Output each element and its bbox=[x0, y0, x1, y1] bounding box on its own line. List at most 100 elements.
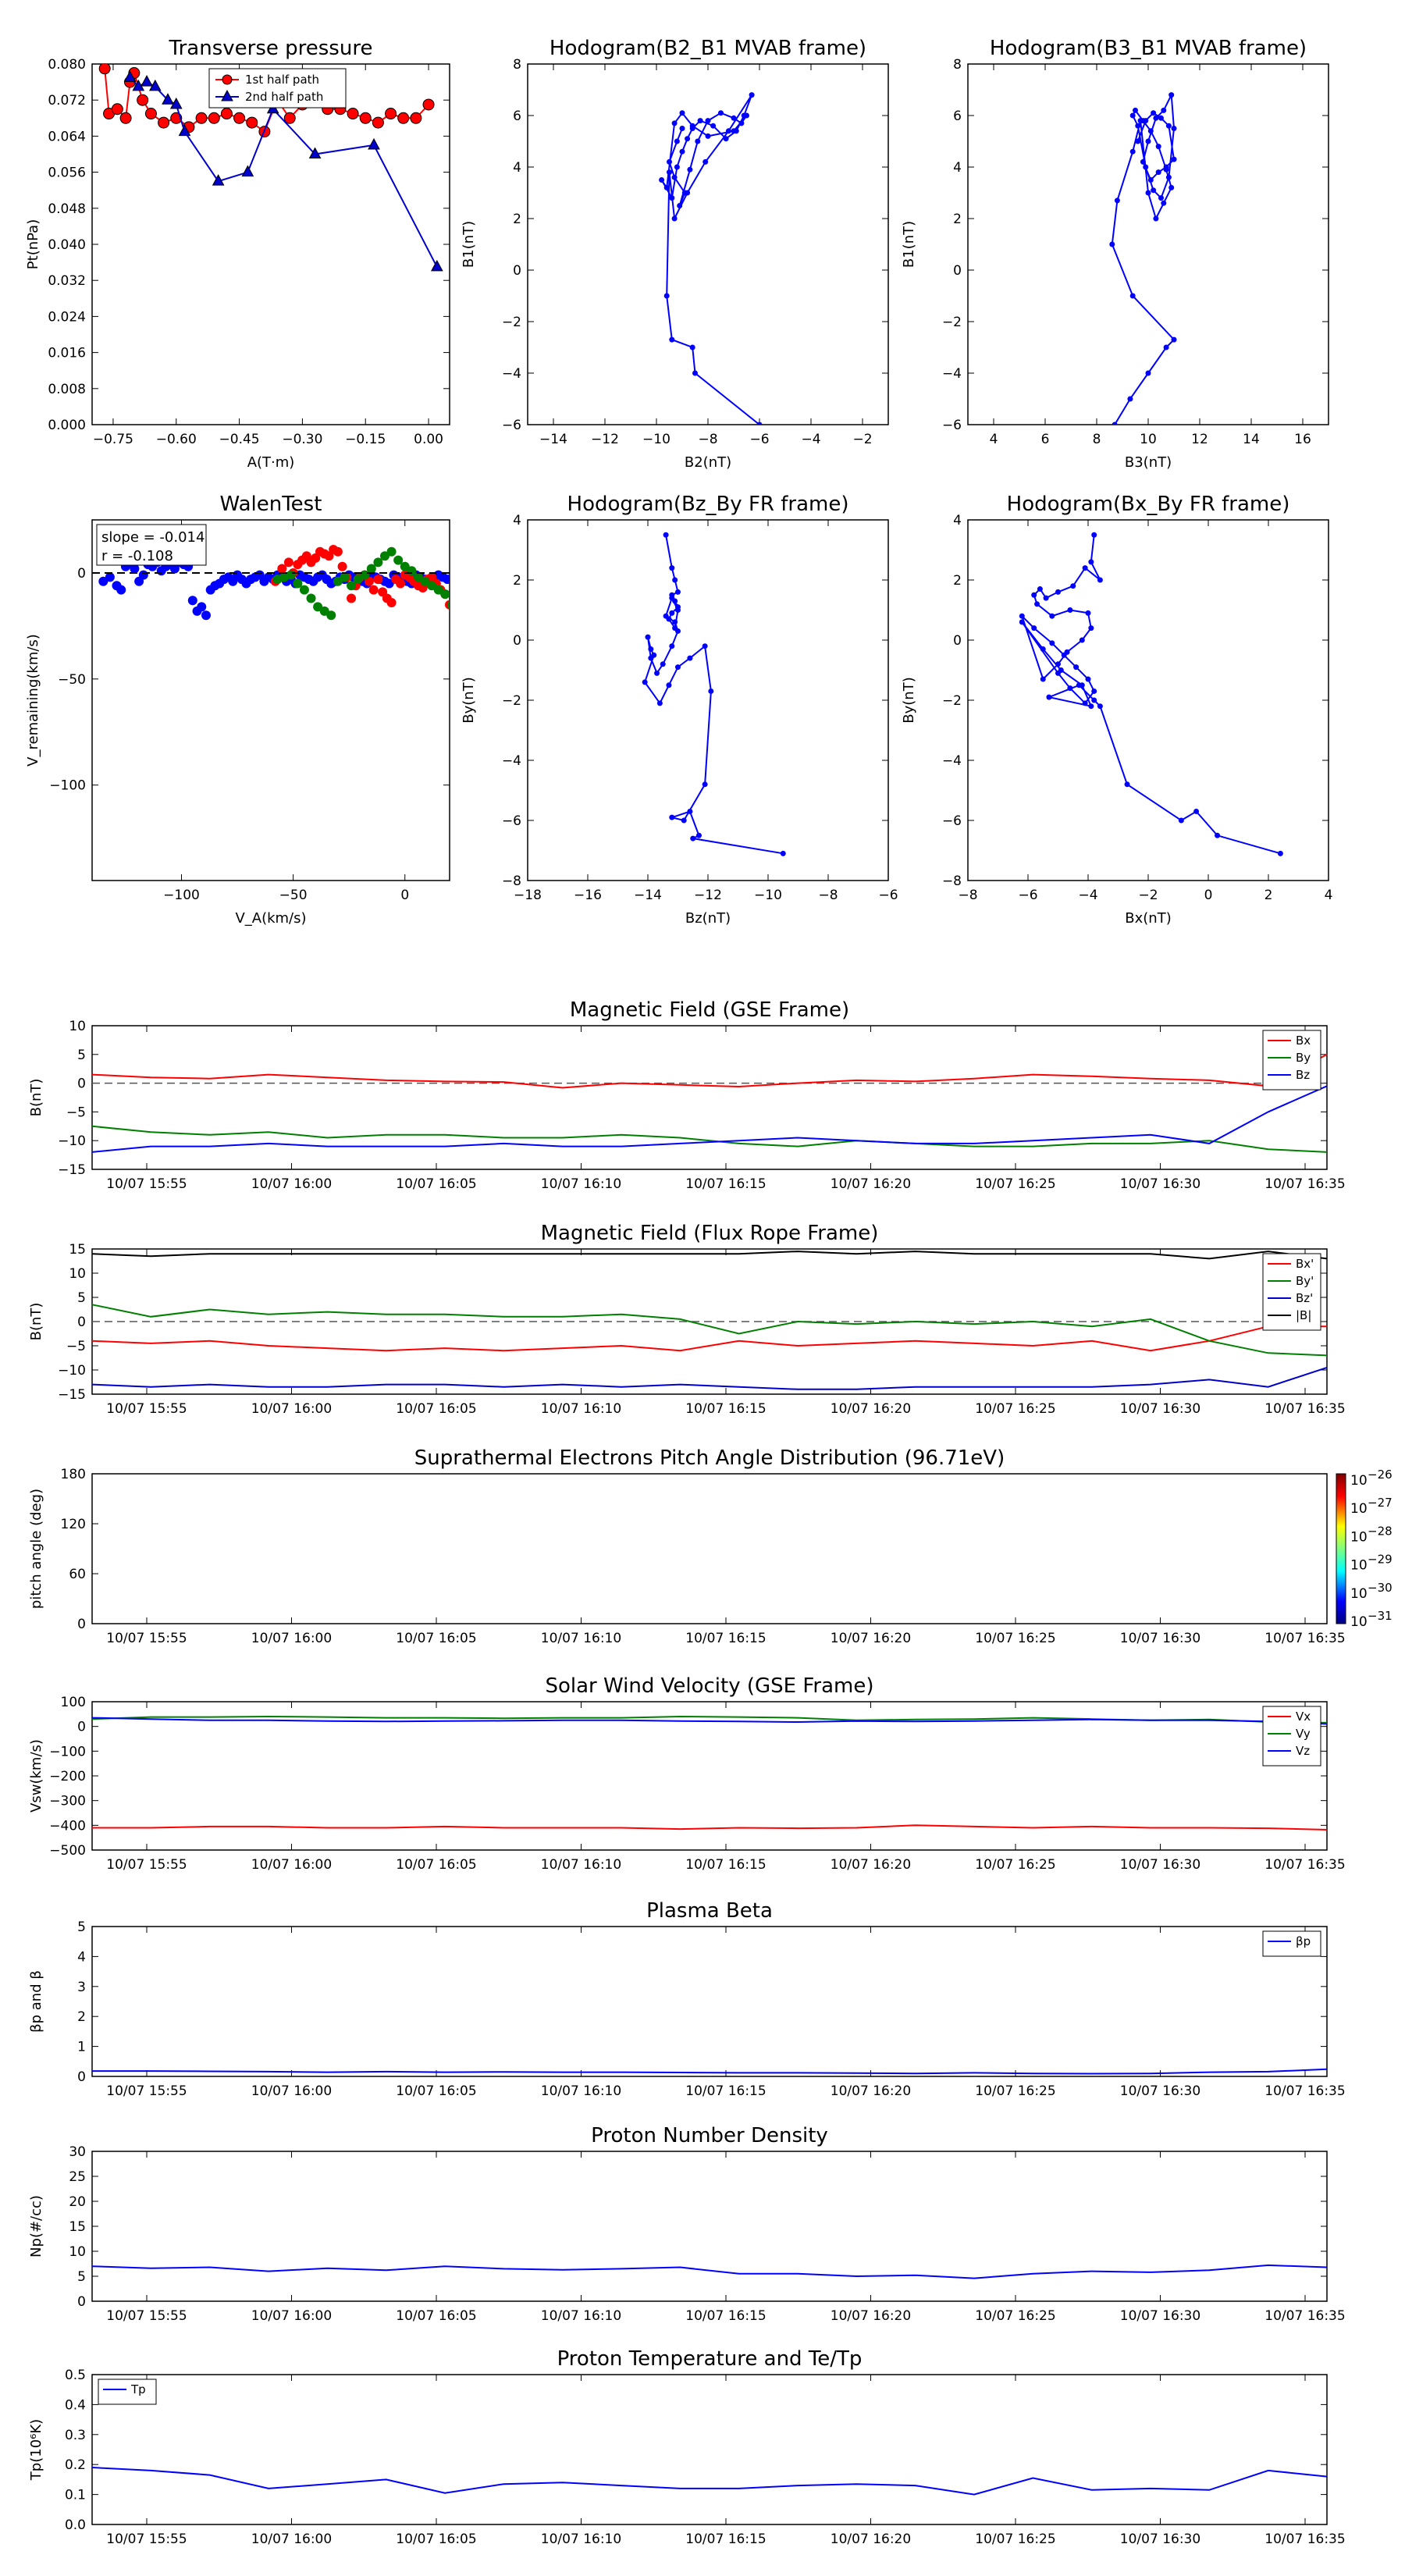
data-point bbox=[669, 610, 675, 616]
legend-label: 1st half path bbox=[245, 73, 319, 87]
data-point bbox=[368, 585, 379, 595]
data-point bbox=[449, 610, 450, 613]
y-tick-label: −400 bbox=[49, 1818, 86, 1834]
data-point bbox=[1163, 166, 1169, 173]
data-point bbox=[1088, 625, 1094, 632]
data-point bbox=[379, 551, 389, 561]
data-point bbox=[702, 781, 708, 788]
series-line bbox=[91, 2264, 1328, 2279]
series-line bbox=[91, 1251, 1328, 1260]
y-tick-label: −4 bbox=[502, 366, 521, 382]
data-point bbox=[1091, 532, 1097, 538]
series-line bbox=[91, 1085, 1328, 1153]
y-tick-label: 5 bbox=[77, 1920, 86, 1935]
y-tick-label: 0.024 bbox=[48, 309, 86, 325]
series-group bbox=[1109, 91, 1177, 425]
legend-label: Bx bbox=[1296, 1034, 1311, 1048]
colorbar-label: 10 bbox=[1350, 1558, 1368, 1574]
data-point bbox=[689, 126, 695, 131]
x-tick-label: 10/07 16:15 bbox=[685, 2308, 766, 2324]
x-tick-label: −0.45 bbox=[219, 432, 260, 447]
data-point bbox=[347, 581, 357, 591]
data-point bbox=[443, 575, 450, 585]
series-line bbox=[91, 1325, 1327, 1352]
y-tick-label: −100 bbox=[49, 1744, 86, 1759]
y-tick-label: 0 bbox=[77, 1720, 86, 1735]
panel-h3: Hodogram(Bz_By FR frame) −18 −16 −14 −12 −10 −… bbox=[461, 493, 898, 927]
data-point bbox=[1085, 676, 1091, 682]
data-point bbox=[1112, 422, 1118, 425]
x-tick-label: 10/07 16:30 bbox=[1120, 2083, 1200, 2099]
data-point bbox=[1088, 559, 1094, 565]
x-tick-label: 10/07 15:55 bbox=[106, 2308, 187, 2324]
data-point bbox=[733, 128, 739, 134]
data-point bbox=[1082, 700, 1088, 706]
x-tick-label: −16 bbox=[574, 888, 602, 903]
x-tick-label: 10/07 16:00 bbox=[251, 2083, 332, 2099]
x-tick-label: 10/07 16:05 bbox=[396, 1176, 476, 1192]
x-tick-label: −8 bbox=[818, 888, 838, 903]
x-tick-label: −0.75 bbox=[93, 432, 133, 447]
x-tick-label: 10/07 16:35 bbox=[1264, 1631, 1345, 1646]
data-point bbox=[1140, 158, 1146, 165]
data-point bbox=[674, 164, 680, 170]
data-point bbox=[1019, 619, 1025, 625]
panel-pad: Suprathermal Electrons Pitch Angle Distr… bbox=[28, 1446, 1393, 1646]
data-point bbox=[1019, 613, 1025, 619]
data-point bbox=[132, 79, 145, 91]
x-tick-label: 10/07 15:55 bbox=[106, 1401, 187, 1417]
legend: Tp bbox=[98, 2379, 157, 2405]
plot-frame bbox=[91, 1025, 1328, 1170]
y-tick-label: 10 bbox=[69, 2244, 86, 2260]
data-point bbox=[138, 570, 148, 580]
y-tick-label: 10 bbox=[69, 1266, 86, 1282]
x-tick-label: 10/07 16:15 bbox=[685, 1631, 766, 1646]
data-point bbox=[1129, 112, 1136, 119]
data-point bbox=[705, 133, 711, 139]
y-tick-label: 0 bbox=[513, 633, 521, 649]
y-tick-label: 0.056 bbox=[48, 165, 86, 181]
y-tick-label: 2 bbox=[953, 573, 962, 589]
y-tick-label: 4 bbox=[953, 160, 962, 176]
y-tick-label: 0.1 bbox=[65, 2488, 86, 2503]
panel-title: Hodogram(Bz_By FR frame) bbox=[567, 493, 849, 516]
y-tick-label: −50 bbox=[58, 672, 86, 688]
x-tick-label: 10/07 15:55 bbox=[106, 2083, 187, 2099]
y-tick-label: 2 bbox=[513, 212, 521, 227]
panel-title: Solar Wind Velocity (GSE Frame) bbox=[545, 1674, 873, 1698]
data-point bbox=[1161, 200, 1167, 206]
x-tick-label: −18 bbox=[514, 888, 542, 903]
y-tick-label: 15 bbox=[69, 2219, 86, 2235]
series-line bbox=[92, 2068, 1328, 2075]
data-point bbox=[1061, 652, 1067, 658]
stats-box-frame bbox=[96, 524, 207, 566]
data-point bbox=[293, 578, 303, 589]
x-tick-label: 10/07 16:20 bbox=[831, 2083, 911, 2099]
data-point bbox=[187, 596, 197, 606]
panel-walen: WalenTest −100 −50 0 −100 −50 0 V_A(km/s) V_rema… bbox=[25, 493, 450, 927]
data-point bbox=[306, 593, 316, 603]
data-point bbox=[1153, 215, 1159, 222]
x-tick-label: −100 bbox=[163, 888, 200, 903]
legend-label: By bbox=[1296, 1051, 1311, 1065]
legend-label: βp bbox=[1296, 1934, 1311, 1948]
data-point bbox=[1046, 694, 1052, 700]
x-tick-label: 16 bbox=[1294, 432, 1311, 447]
data-point bbox=[212, 174, 225, 186]
data-point bbox=[1163, 344, 1169, 350]
y-tick-label: 0 bbox=[77, 1315, 86, 1330]
data-point bbox=[1145, 370, 1151, 376]
x-tick-label: 10/07 16:25 bbox=[975, 1631, 1055, 1646]
y-tick-label: 4 bbox=[513, 513, 521, 528]
colorbar-label: 10 bbox=[1350, 1501, 1368, 1517]
data-point bbox=[1215, 832, 1221, 838]
data-point bbox=[1055, 589, 1061, 595]
y-tick-label: 120 bbox=[61, 1517, 86, 1532]
data-point bbox=[286, 570, 296, 580]
x-tick-label: 0.00 bbox=[414, 432, 443, 447]
data-point bbox=[372, 116, 384, 129]
y-axis-label: B1(nT) bbox=[461, 221, 477, 268]
data-point bbox=[679, 110, 685, 116]
data-point bbox=[241, 165, 254, 177]
